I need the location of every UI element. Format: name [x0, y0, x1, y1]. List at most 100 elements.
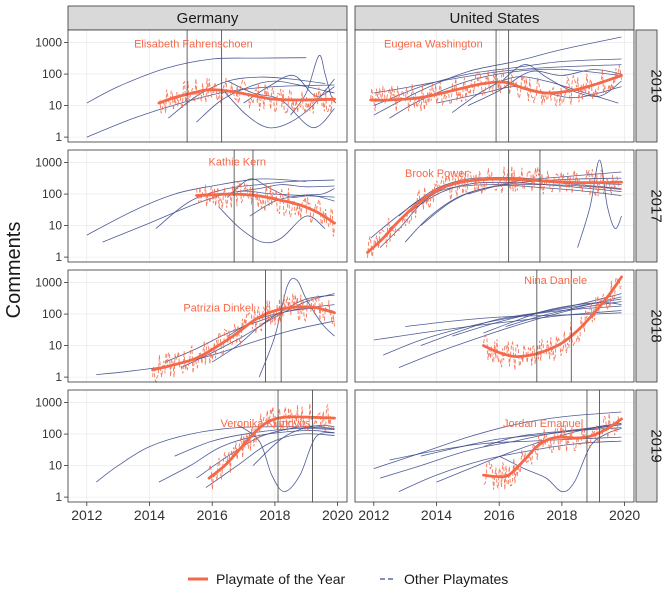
- panel-border: [67, 29, 348, 143]
- strip-bg: [635, 149, 658, 263]
- y-axis-title: Comments: [3, 222, 25, 319]
- poy-smooth-line: [482, 275, 623, 358]
- poy-daily-line: [208, 403, 335, 490]
- y-tick-label: 1: [55, 250, 62, 264]
- panel-germany-2019: Veronika Klimovits: [67, 389, 348, 503]
- other-playmate-line: [95, 426, 335, 483]
- other-playmate-line: [389, 68, 622, 119]
- strip-bg: [635, 389, 658, 503]
- x-tick-label: 2020: [609, 507, 640, 523]
- row-strip-2019: 2019: [648, 429, 664, 462]
- playmate-label: Patrizia Dinkel: [183, 303, 253, 315]
- other-playmate-line: [398, 301, 622, 368]
- x-tick-label: 2018: [259, 507, 290, 523]
- other-playmate-line: [373, 64, 622, 94]
- other-playmate-line: [373, 36, 622, 116]
- y-tick-label: 10: [49, 99, 63, 113]
- strip-bg: [67, 5, 348, 31]
- x-tick-label: 2014: [134, 507, 165, 523]
- y-tick-label: 100: [42, 427, 62, 441]
- panel-border: [354, 149, 635, 263]
- row-strip-2018: 2018: [648, 309, 664, 342]
- other-playmate-line: [483, 302, 622, 334]
- other-playmate-line: [158, 430, 335, 483]
- other-playmate-line: [577, 159, 622, 248]
- x-tick-label: 2020: [322, 507, 353, 523]
- other-playmate-line: [218, 206, 326, 244]
- panel-germany-2017: Kathie Kern: [67, 149, 348, 263]
- poy-smooth-line: [369, 74, 623, 102]
- col-strip-germany: Germany: [177, 10, 239, 27]
- other-playmate-line: [452, 293, 622, 337]
- panel-border: [67, 269, 348, 383]
- panel-united-states-2018: Nina Daniele: [354, 269, 635, 383]
- panel-border: [67, 149, 348, 263]
- x-tick-label: 2012: [358, 507, 389, 523]
- other-playmate-line: [420, 177, 622, 226]
- x-tick-label: 2012: [71, 507, 102, 523]
- poy-daily-line: [158, 77, 335, 115]
- y-tick-label: 10: [49, 459, 63, 473]
- panel-border: [354, 389, 635, 503]
- poy-smooth-line: [195, 192, 336, 225]
- panel-bg: [355, 150, 634, 262]
- y-tick-label: 1: [55, 490, 62, 504]
- x-tick-label: 2014: [421, 507, 452, 523]
- other-playmate-line: [436, 422, 622, 483]
- y-tick-label: 1000: [35, 396, 62, 410]
- other-playmate-line: [243, 74, 335, 104]
- panel-bg: [355, 390, 634, 502]
- panel-bg: [355, 270, 634, 382]
- panel-united-states-2019: Jordan Emanuel: [354, 389, 635, 503]
- y-tick-label: 10: [49, 339, 63, 353]
- other-playmate-line: [451, 76, 619, 113]
- playmate-label: Eugena Washington: [384, 38, 483, 50]
- poy-smooth-line: [366, 177, 623, 254]
- col-strip-united-states: United States: [449, 10, 539, 27]
- panel-border: [67, 389, 348, 503]
- other-playmate-line: [227, 178, 335, 202]
- strip-bg: [635, 269, 658, 383]
- other-playmate-line: [102, 190, 335, 243]
- panel-germany-2016: Elisabeth Fahrenschoen: [67, 29, 348, 143]
- other-playmate-line: [86, 57, 307, 104]
- other-playmate-line: [398, 184, 622, 217]
- row-strip-2016: 2016: [648, 69, 664, 102]
- other-playmate-line: [155, 179, 335, 229]
- y-tick-label: 1: [55, 370, 62, 384]
- poy-smooth-line: [482, 417, 623, 479]
- y-tick-label: 1000: [35, 276, 62, 290]
- y-tick-label: 100: [42, 67, 62, 81]
- legend-others-label: Other Playmates: [404, 571, 508, 587]
- playmate-label: Elisabeth Fahrenschoen: [134, 38, 253, 50]
- poy-daily-line: [367, 165, 622, 258]
- legend-poy-label: Playmate of the Year: [216, 571, 346, 587]
- other-playmate-line: [86, 84, 335, 138]
- other-playmate-line: [96, 320, 335, 375]
- other-playmate-line: [249, 188, 335, 217]
- panel-bg: [68, 390, 347, 502]
- panel-bg: [68, 270, 347, 382]
- x-tick-label: 2018: [546, 507, 577, 523]
- panel-united-states-2016: Eugena Washington: [354, 29, 635, 143]
- other-playmate-line: [483, 427, 622, 447]
- y-tick-label: 1: [55, 130, 62, 144]
- other-playmate-line: [505, 296, 622, 327]
- other-playmate-line: [499, 428, 622, 493]
- panel-germany-2018: Patrizia Dinkel: [67, 269, 348, 384]
- y-tick-label: 100: [42, 307, 62, 321]
- strip-bg: [354, 5, 635, 31]
- playmate-label: Kathie Kern: [209, 157, 266, 169]
- strip-bg: [635, 29, 658, 143]
- other-playmate-line: [467, 171, 622, 195]
- playmate-label: Brook Power: [405, 168, 468, 180]
- x-tick-label: 2016: [197, 507, 228, 523]
- other-playmate-line: [258, 277, 335, 378]
- playmate-label: Jordan Emanuel: [503, 418, 583, 430]
- other-playmate-line: [373, 58, 622, 106]
- poy-smooth-line: [207, 415, 336, 480]
- x-tick-label: 2016: [484, 507, 515, 523]
- panel-united-states-2017: Brook Power: [354, 149, 635, 263]
- playmate-label: Nina Daniele: [524, 275, 587, 287]
